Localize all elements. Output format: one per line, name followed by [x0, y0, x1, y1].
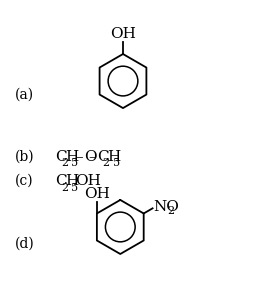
- Text: H: H: [66, 150, 79, 164]
- Text: 5: 5: [113, 158, 120, 169]
- Text: C: C: [97, 150, 109, 164]
- Text: OH: OH: [84, 187, 110, 201]
- Text: (a): (a): [15, 88, 34, 101]
- Text: 2: 2: [61, 183, 68, 193]
- Text: OH: OH: [110, 26, 136, 40]
- Text: O: O: [84, 150, 96, 164]
- Text: 5: 5: [71, 183, 78, 193]
- Text: –: –: [88, 150, 96, 164]
- Text: OH: OH: [75, 174, 101, 188]
- Text: 2: 2: [103, 158, 110, 169]
- Text: (b): (b): [15, 150, 34, 164]
- Text: H: H: [66, 174, 79, 188]
- Text: NO: NO: [153, 200, 179, 214]
- Text: C: C: [55, 174, 67, 188]
- Text: C: C: [55, 150, 67, 164]
- Text: (c): (c): [15, 174, 34, 188]
- Text: H: H: [107, 150, 121, 164]
- Text: 5: 5: [71, 158, 78, 169]
- Text: (d): (d): [15, 236, 35, 250]
- Text: –: –: [75, 150, 82, 164]
- Text: 2: 2: [61, 158, 68, 169]
- Text: 2: 2: [167, 206, 174, 216]
